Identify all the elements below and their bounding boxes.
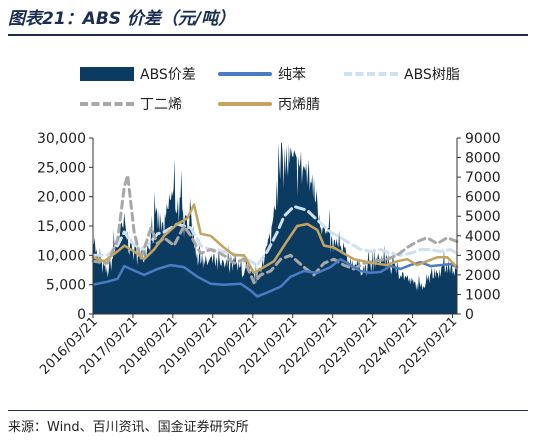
y-left-tick-label: 20,000 (37, 190, 86, 206)
legend-swatch-abs (344, 72, 398, 76)
y-left-tick-label: 10,000 (37, 248, 86, 264)
y-left-tick-label: 5,000 (46, 278, 86, 294)
y-right-tick-label: 3000 (465, 248, 501, 264)
y-right-tick-label: 1000 (465, 287, 501, 303)
legend-label-acrylonitrile: 丙烯腈 (278, 97, 320, 113)
y-right-tick-label: 4000 (465, 229, 501, 245)
legend-label-spread: ABS价差 (140, 67, 196, 83)
y-left-tick-label: 0 (77, 307, 86, 323)
source-note: 来源：Wind、百川资讯、国金证券研究所 (8, 420, 249, 435)
legend-label-abs: ABS树脂 (404, 67, 460, 83)
chart: 0 5,000 10,000 15,000 20,000 25,000 30,000 0 100… (37, 131, 501, 378)
series-line-abs (91, 204, 459, 267)
y-right-tick-label: 8000 (465, 151, 501, 167)
legend-item-abs: ABS树脂 (344, 64, 460, 84)
legend-item-butadiene: 丁二烯 (80, 94, 182, 114)
y-right-tick-label: 9000 (465, 131, 501, 147)
legend-swatch-spread (80, 67, 134, 81)
legend: ABS价差 纯苯 ABS树脂 丁二烯 丙烯腈 (0, 58, 537, 118)
y-right-tick-label: 0 (465, 307, 474, 323)
y-left-tick-label: 30,000 (37, 131, 86, 147)
series-line-acrylonitrile (91, 203, 459, 275)
y-left-tick-label: 15,000 (37, 219, 86, 235)
legend-label-benzene: 纯苯 (278, 67, 306, 83)
source-rule (8, 410, 528, 411)
legend-swatch-acrylonitrile (218, 102, 272, 106)
legend-swatch-benzene (218, 72, 272, 76)
legend-item-spread: ABS价差 (80, 64, 196, 84)
legend-item-benzene: 纯苯 (218, 64, 306, 84)
series-line-butadiene (91, 173, 459, 285)
y-right-tick-label: 6000 (465, 190, 501, 206)
y-right-tick-label: 7000 (465, 170, 501, 186)
legend-item-acrylonitrile: 丙烯腈 (218, 94, 320, 114)
legend-swatch-butadiene (80, 102, 134, 106)
legend-label-butadiene: 丁二烯 (140, 97, 182, 113)
series-line-benzene (91, 257, 459, 298)
title-rule (8, 34, 528, 36)
y-right-tick-label: 5000 (465, 209, 501, 225)
y-left-tick-label: 25,000 (37, 160, 86, 176)
chart-title: 图表21：ABS 价差（元/吨） (8, 9, 236, 29)
y-right-tick-label: 2000 (465, 268, 501, 284)
